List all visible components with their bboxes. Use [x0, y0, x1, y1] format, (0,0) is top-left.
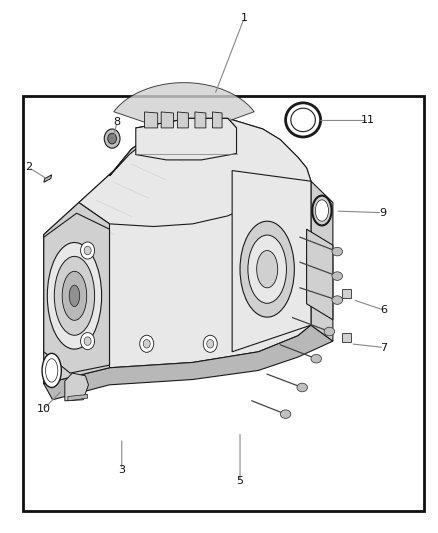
- Ellipse shape: [248, 235, 286, 303]
- Ellipse shape: [62, 271, 87, 320]
- Ellipse shape: [203, 335, 217, 352]
- Ellipse shape: [332, 247, 343, 256]
- Polygon shape: [136, 118, 237, 160]
- Ellipse shape: [47, 243, 102, 349]
- Polygon shape: [68, 394, 88, 401]
- Polygon shape: [44, 213, 110, 373]
- Ellipse shape: [332, 296, 343, 304]
- Text: 9: 9: [379, 208, 386, 217]
- Ellipse shape: [108, 133, 117, 144]
- Polygon shape: [307, 229, 333, 320]
- Polygon shape: [177, 112, 188, 128]
- Ellipse shape: [81, 333, 95, 350]
- Ellipse shape: [315, 200, 328, 221]
- Text: 7: 7: [381, 343, 388, 352]
- Ellipse shape: [297, 383, 307, 392]
- Bar: [342, 289, 351, 298]
- Polygon shape: [110, 118, 237, 176]
- Ellipse shape: [286, 103, 321, 137]
- Polygon shape: [195, 112, 206, 128]
- Text: 2: 2: [25, 163, 32, 172]
- Text: 5: 5: [237, 477, 244, 486]
- Ellipse shape: [332, 272, 343, 280]
- Ellipse shape: [311, 354, 321, 363]
- Ellipse shape: [280, 410, 291, 418]
- Ellipse shape: [54, 256, 95, 335]
- Ellipse shape: [291, 108, 315, 132]
- Polygon shape: [161, 112, 173, 128]
- Polygon shape: [212, 112, 222, 128]
- Polygon shape: [232, 171, 311, 352]
- Polygon shape: [44, 118, 311, 384]
- Ellipse shape: [84, 246, 91, 255]
- Text: 6: 6: [381, 305, 388, 315]
- Ellipse shape: [84, 337, 91, 345]
- Ellipse shape: [324, 327, 335, 336]
- Bar: [342, 333, 351, 342]
- Polygon shape: [311, 181, 333, 341]
- Ellipse shape: [140, 335, 154, 352]
- Text: 8: 8: [113, 117, 120, 127]
- Polygon shape: [44, 325, 333, 400]
- Text: 1: 1: [241, 13, 248, 22]
- Ellipse shape: [240, 221, 294, 317]
- Bar: [23, 96, 424, 511]
- Text: 3: 3: [118, 465, 125, 474]
- Polygon shape: [145, 112, 158, 128]
- Text: 10: 10: [36, 405, 50, 414]
- Text: 11: 11: [361, 116, 375, 125]
- Ellipse shape: [143, 340, 150, 348]
- Polygon shape: [79, 118, 311, 227]
- Polygon shape: [44, 203, 110, 384]
- Ellipse shape: [207, 340, 214, 348]
- Ellipse shape: [257, 251, 278, 288]
- Polygon shape: [44, 175, 52, 182]
- Ellipse shape: [69, 285, 80, 306]
- Ellipse shape: [104, 129, 120, 148]
- Polygon shape: [65, 373, 88, 401]
- Ellipse shape: [42, 353, 61, 387]
- Polygon shape: [114, 83, 254, 155]
- Ellipse shape: [81, 242, 95, 259]
